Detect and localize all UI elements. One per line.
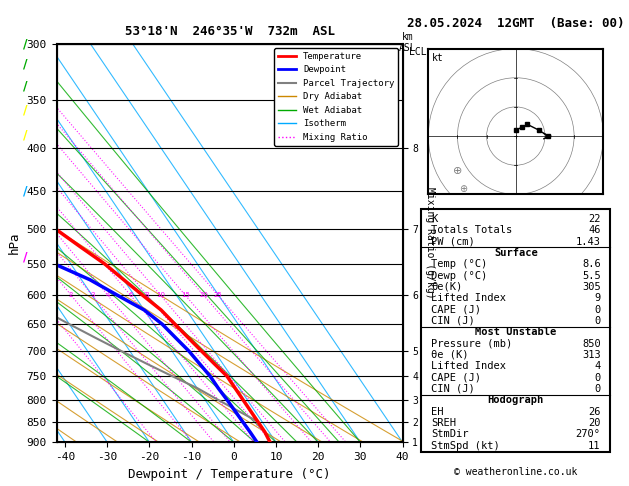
Text: © weatheronline.co.uk: © weatheronline.co.uk (454, 467, 577, 477)
Text: CAPE (J): CAPE (J) (431, 305, 481, 314)
Text: Temp (°C): Temp (°C) (431, 259, 487, 269)
Text: 26: 26 (588, 407, 601, 417)
Text: Surface: Surface (494, 248, 538, 258)
Text: 270°: 270° (576, 429, 601, 439)
Text: Lifted Index: Lifted Index (431, 293, 506, 303)
Text: ⊕: ⊕ (453, 166, 462, 176)
Text: 0: 0 (594, 384, 601, 394)
Text: CIN (J): CIN (J) (431, 384, 475, 394)
Text: 0: 0 (594, 305, 601, 314)
Y-axis label: hPa: hPa (8, 232, 21, 254)
Text: /: / (23, 104, 28, 116)
Text: 22: 22 (588, 214, 601, 224)
Text: 313: 313 (582, 350, 601, 360)
Text: 4: 4 (106, 292, 110, 298)
Text: PW (cm): PW (cm) (431, 237, 475, 246)
Text: 46: 46 (588, 225, 601, 235)
Text: ⊕: ⊕ (459, 184, 467, 193)
Text: StmDir: StmDir (431, 429, 469, 439)
Text: /: / (23, 37, 28, 50)
X-axis label: Dewpoint / Temperature (°C): Dewpoint / Temperature (°C) (128, 468, 331, 481)
Text: 3: 3 (90, 292, 94, 298)
Title: 53°18'N  246°35'W  732m  ASL: 53°18'N 246°35'W 732m ASL (125, 25, 335, 38)
Text: 25: 25 (214, 292, 223, 298)
Text: 8: 8 (145, 292, 149, 298)
Text: 1.43: 1.43 (576, 237, 601, 246)
Text: CAPE (J): CAPE (J) (431, 373, 481, 382)
Text: Lifted Index: Lifted Index (431, 361, 506, 371)
Text: 2: 2 (69, 292, 73, 298)
Text: 8.6: 8.6 (582, 259, 601, 269)
Text: θe (K): θe (K) (431, 350, 469, 360)
Legend: Temperature, Dewpoint, Parcel Trajectory, Dry Adiabat, Wet Adiabat, Isotherm, Mi: Temperature, Dewpoint, Parcel Trajectory… (274, 48, 398, 146)
Text: Hodograph: Hodograph (487, 395, 544, 405)
Text: Dewp (°C): Dewp (°C) (431, 271, 487, 280)
Text: 4: 4 (594, 361, 601, 371)
Text: 850: 850 (582, 339, 601, 348)
Text: 0: 0 (594, 373, 601, 382)
Text: kt: kt (431, 53, 443, 63)
Text: Totals Totals: Totals Totals (431, 225, 512, 235)
Text: Pressure (mb): Pressure (mb) (431, 339, 512, 348)
Text: 20: 20 (588, 418, 601, 428)
Text: θe(K): θe(K) (431, 282, 462, 292)
Text: 9: 9 (594, 293, 601, 303)
Text: K: K (431, 214, 437, 224)
Text: EH: EH (431, 407, 443, 417)
Text: km
ASL: km ASL (399, 32, 416, 53)
Text: LCL: LCL (409, 47, 427, 57)
Text: 5.5: 5.5 (582, 271, 601, 280)
Text: 10: 10 (156, 292, 165, 298)
Text: /: / (23, 250, 28, 263)
Text: 305: 305 (582, 282, 601, 292)
Text: 20: 20 (199, 292, 208, 298)
Text: StmSpd (kt): StmSpd (kt) (431, 441, 499, 451)
Text: /: / (23, 128, 28, 141)
Text: 15: 15 (181, 292, 190, 298)
Y-axis label: Mixing Ratio (g/kg): Mixing Ratio (g/kg) (425, 187, 435, 299)
Text: 6: 6 (128, 292, 133, 298)
Text: Most Unstable: Most Unstable (475, 327, 557, 337)
Text: /: / (23, 58, 28, 71)
Text: /: / (23, 184, 28, 197)
Text: 11: 11 (588, 441, 601, 451)
Text: /: / (23, 80, 28, 93)
Text: SREH: SREH (431, 418, 456, 428)
Text: 28.05.2024  12GMT  (Base: 00): 28.05.2024 12GMT (Base: 00) (407, 17, 625, 30)
Text: CIN (J): CIN (J) (431, 316, 475, 326)
Text: 0: 0 (594, 316, 601, 326)
